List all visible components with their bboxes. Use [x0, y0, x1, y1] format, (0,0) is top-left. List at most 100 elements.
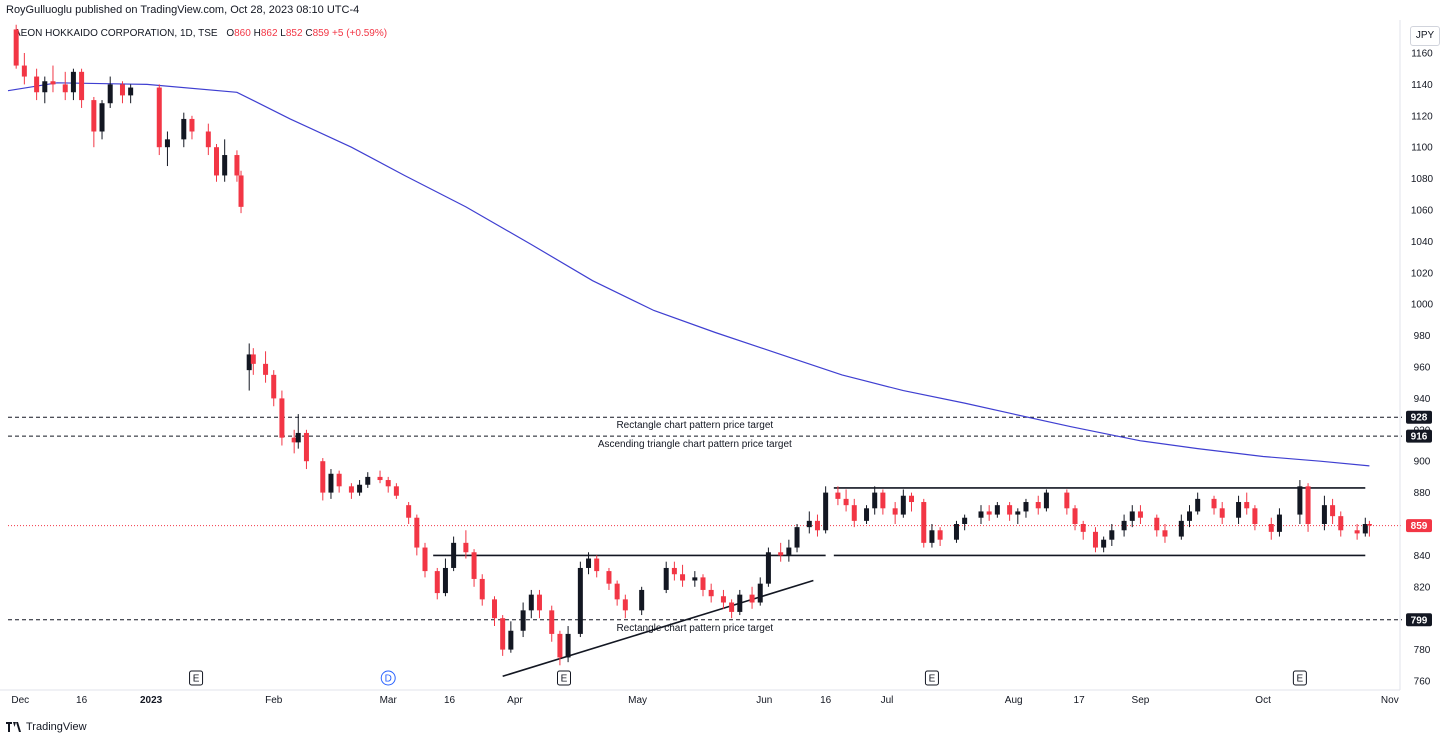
candle — [181, 112, 187, 148]
candle-body — [778, 552, 784, 556]
candle-body — [757, 583, 763, 603]
dividend-marker-label: D — [385, 674, 392, 685]
candle — [864, 505, 870, 524]
candle — [586, 552, 592, 575]
candle-body — [62, 84, 68, 93]
candle-body — [692, 577, 698, 581]
candle — [320, 458, 326, 501]
candle-body — [577, 567, 583, 634]
candle-body — [814, 520, 820, 531]
price-level-badge-label: 928 — [1411, 413, 1428, 424]
candle — [806, 511, 812, 534]
candle — [1268, 517, 1274, 540]
footer-brand: TradingView — [6, 721, 87, 733]
candle — [385, 476, 391, 493]
candle-body — [91, 100, 97, 132]
price-tick-label: 900 — [1414, 457, 1431, 468]
candle-body — [786, 547, 792, 556]
candle — [680, 564, 686, 587]
price-tick-label: 1040 — [1411, 237, 1434, 248]
price-tick-label: 940 — [1414, 394, 1431, 405]
candle-body — [594, 558, 600, 572]
price-tick-label: 980 — [1414, 331, 1431, 342]
price-level-badge — [1406, 613, 1432, 627]
price-level-badge-label: 799 — [1411, 615, 1428, 626]
currency-button[interactable]: JPY — [1410, 26, 1440, 46]
close-label: C — [305, 28, 313, 39]
candle — [1219, 502, 1225, 524]
candle-body — [680, 574, 686, 581]
candle — [500, 615, 506, 656]
candle-body — [720, 596, 726, 603]
candle — [303, 429, 309, 470]
candle-body — [434, 571, 440, 594]
candle-body — [189, 118, 195, 132]
candle — [348, 483, 354, 499]
price-tick-label: 780 — [1414, 645, 1431, 656]
candle-body — [1187, 511, 1192, 521]
candle-body — [962, 517, 968, 524]
earnings-marker-icon — [924, 670, 939, 686]
candle — [13, 24, 19, 69]
candle — [765, 547, 771, 587]
time-tick-label: Jul — [881, 695, 894, 706]
candle — [21, 53, 27, 85]
candle — [1137, 505, 1143, 524]
candle — [279, 390, 285, 446]
candle-body — [422, 547, 428, 572]
candle-body — [872, 492, 878, 509]
price-tick-label: 880 — [1414, 488, 1431, 499]
change-value: +5 (+0.59%) — [332, 28, 388, 39]
candle — [520, 602, 526, 638]
time-tick-label: Oct — [1255, 695, 1271, 706]
candle-body — [128, 87, 134, 96]
candle — [164, 131, 170, 167]
candle-body — [823, 492, 829, 531]
price-tick-label: 1160 — [1411, 49, 1433, 60]
candle-body — [1211, 498, 1217, 509]
price-tick-label: 1140 — [1411, 80, 1433, 91]
candle-body — [385, 480, 391, 487]
price-tick-label: 960 — [1414, 363, 1431, 374]
candle-body — [1007, 505, 1013, 515]
candle — [729, 599, 735, 619]
candle — [1007, 502, 1013, 521]
price-tick-label: 760 — [1414, 677, 1431, 688]
price-level-annotation: Rectangle chart pattern price target — [616, 420, 773, 431]
candle — [434, 567, 440, 600]
price-tick-label: 1100 — [1411, 143, 1433, 154]
candle-body — [234, 155, 240, 176]
candle-body — [1244, 502, 1250, 509]
candle-body — [393, 486, 399, 496]
candle — [622, 594, 628, 619]
candle-body — [406, 505, 412, 518]
last-price-label: 859 — [1411, 521, 1428, 532]
candle-body — [291, 437, 297, 443]
open-label: O — [226, 28, 235, 39]
moving-average-line — [7, 82, 1370, 467]
candle-body — [794, 527, 800, 548]
candle-body — [246, 354, 252, 371]
candle — [189, 115, 195, 140]
candle — [1362, 517, 1368, 537]
candle-body — [164, 139, 170, 148]
candle-body — [214, 147, 219, 176]
time-tick-label: Dec — [11, 695, 29, 706]
candle-body — [835, 492, 841, 499]
candle-body — [99, 103, 105, 132]
candle-body — [1178, 520, 1184, 537]
candle — [1162, 524, 1168, 543]
candle — [1072, 505, 1078, 531]
candle-body — [1101, 539, 1107, 548]
candle — [953, 520, 959, 543]
candle-body — [1268, 524, 1274, 532]
candle — [823, 486, 829, 534]
candle-body — [1330, 505, 1336, 517]
candle-body — [451, 542, 457, 568]
candle — [557, 630, 563, 666]
price-level-annotation: Rectangle chart pattern price target — [616, 623, 773, 634]
candle — [328, 469, 334, 499]
candle-body — [1154, 517, 1160, 531]
candle — [442, 558, 448, 597]
